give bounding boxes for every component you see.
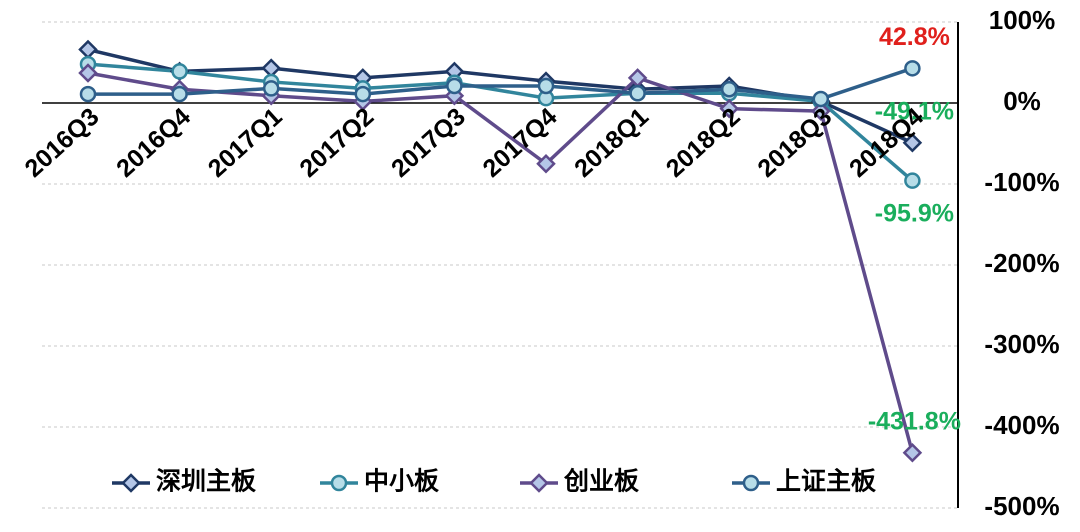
y-tick-label: -300% xyxy=(984,329,1059,359)
marker xyxy=(904,172,921,189)
marker xyxy=(354,85,372,103)
marker xyxy=(171,85,188,103)
marker xyxy=(446,77,463,95)
marker xyxy=(78,39,98,60)
value-label: -431.8% xyxy=(868,407,961,435)
legend-item: 上证主板 xyxy=(732,468,876,496)
legend-item: 中小板 xyxy=(320,468,439,496)
marker xyxy=(330,474,348,492)
marker xyxy=(529,473,549,493)
marker xyxy=(537,77,555,95)
x-tick-label: 2018Q3 xyxy=(752,103,837,183)
marker xyxy=(171,63,188,80)
x-tick-label: 2016Q4 xyxy=(111,103,196,183)
y-tick-label: 0% xyxy=(1003,86,1041,116)
value-label: 42.8% xyxy=(879,23,950,51)
series-line xyxy=(88,66,913,101)
marker xyxy=(79,85,97,103)
legend-label: 深圳主板 xyxy=(156,468,256,496)
x-tick-label: 2017Q2 xyxy=(294,103,379,183)
legend-label: 中小板 xyxy=(364,468,439,496)
marker xyxy=(536,153,556,174)
value-label: -49.1% xyxy=(875,97,954,125)
x-tick-label: 2018Q2 xyxy=(661,103,746,183)
y-tick-label: 100% xyxy=(989,5,1056,35)
y-tick-label: -500% xyxy=(984,491,1059,521)
y-tick-label: -400% xyxy=(984,410,1059,440)
marker xyxy=(812,90,830,108)
value-label: -95.9% xyxy=(875,199,954,227)
marker xyxy=(904,60,921,77)
marker xyxy=(262,80,280,97)
legend-item: 深圳主板 xyxy=(112,468,256,496)
marker xyxy=(902,133,923,153)
legend-label: 创业板 xyxy=(563,468,639,496)
marker xyxy=(78,63,98,83)
marker xyxy=(121,473,141,493)
y-tick-label: -200% xyxy=(984,248,1059,278)
x-tick-label: 2016Q3 xyxy=(20,103,105,183)
x-tick-label: 2017Q3 xyxy=(386,103,471,183)
marker xyxy=(720,80,738,98)
series-line xyxy=(87,62,914,183)
y-tick-label: -100% xyxy=(984,167,1059,197)
marker xyxy=(811,101,831,121)
marker xyxy=(719,98,739,119)
x-tick-label: 2017Q4 xyxy=(478,103,563,183)
x-tick-label: 2018Q1 xyxy=(569,103,654,183)
marker xyxy=(902,442,923,463)
x-tick-label: 2017Q1 xyxy=(203,103,288,183)
marker xyxy=(629,85,646,102)
legend-item: 创业板 xyxy=(520,468,639,496)
marker xyxy=(742,474,760,492)
legend-label: 上证主板 xyxy=(776,468,876,496)
